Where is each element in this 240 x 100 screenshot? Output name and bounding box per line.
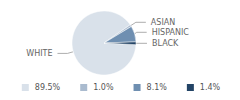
- svg-text:89.5%: 89.5%: [35, 83, 61, 92]
- svg-text:1.0%: 1.0%: [93, 83, 114, 92]
- svg-text:HISPANIC: HISPANIC: [152, 28, 190, 37]
- svg-text:ASIAN: ASIAN: [151, 18, 175, 27]
- svg-text:BLACK: BLACK: [152, 39, 179, 48]
- svg-text:WHITE: WHITE: [26, 49, 52, 58]
- svg-text:1.4%: 1.4%: [200, 83, 221, 92]
- svg-text:8.1%: 8.1%: [147, 83, 168, 92]
